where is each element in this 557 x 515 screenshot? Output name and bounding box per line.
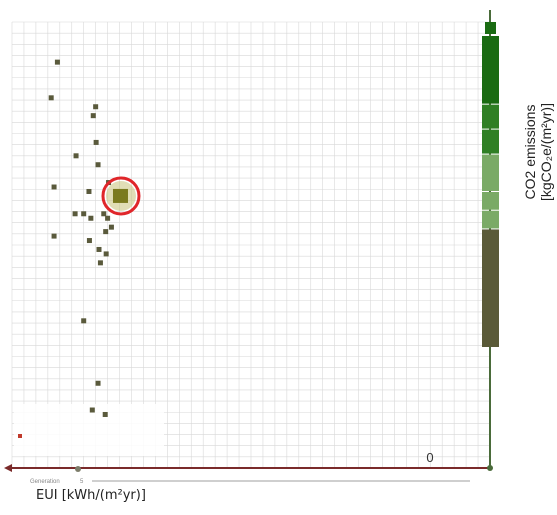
data-point (73, 153, 79, 159)
data-point (97, 260, 103, 266)
y-axis-label: CO2 emissions [kgCO₂e/(m²yr)] (520, 40, 554, 260)
highlight-ring (101, 176, 141, 216)
data-point (54, 59, 60, 65)
color-bar-segment (482, 229, 499, 347)
data-point (89, 407, 95, 413)
y-axis-label-line2: [kgCO₂e/(m²yr)] (538, 103, 554, 201)
color-bar-segment (482, 154, 499, 191)
color-bar-segment (482, 210, 499, 229)
data-point (103, 251, 109, 257)
y-axis-origin-marker (487, 465, 493, 471)
data-point (102, 411, 108, 417)
y-axis-label-line1: CO2 emissions (522, 105, 538, 200)
axis-value-label: 0 (426, 450, 433, 465)
data-point (86, 188, 92, 194)
color-bar-segment (482, 36, 499, 104)
data-point (103, 229, 109, 235)
data-point (90, 113, 96, 119)
legend-marker (18, 434, 22, 438)
color-bar-segment (482, 129, 499, 154)
data-point (88, 215, 94, 221)
data-point (51, 184, 57, 190)
color-bar-segment (482, 104, 499, 129)
data-point (96, 246, 102, 252)
data-point (101, 211, 107, 217)
data-point (105, 215, 111, 221)
data-point (108, 224, 114, 230)
data-point (48, 95, 54, 101)
data-point (93, 139, 99, 145)
color-bar-cap (485, 22, 496, 34)
highlighted-point (112, 188, 128, 203)
grid (11, 21, 491, 469)
data-point (95, 162, 101, 168)
x-axis-origin-marker (75, 466, 81, 472)
data-point (81, 211, 87, 217)
data-point (95, 380, 101, 386)
x-axis-label: EUI [kWh/(m²yr)] (36, 488, 146, 503)
generation-value: 5 (80, 479, 84, 485)
color-bar-segment (482, 192, 499, 210)
legend-patch (14, 404, 164, 456)
x-axis-arrow (4, 464, 12, 472)
data-point (72, 211, 78, 217)
data-point (86, 238, 92, 244)
data-point (81, 318, 87, 324)
data-point (93, 104, 99, 110)
data-point (51, 233, 57, 239)
generation-label: Generation (30, 479, 60, 485)
